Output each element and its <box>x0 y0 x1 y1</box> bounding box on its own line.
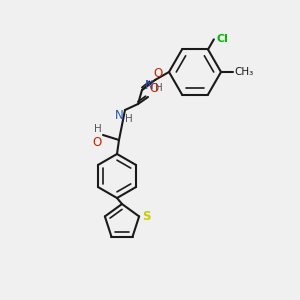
Text: H: H <box>94 124 102 134</box>
Text: S: S <box>142 210 151 223</box>
Text: O: O <box>149 82 158 95</box>
Text: H: H <box>155 83 163 93</box>
Text: O: O <box>153 67 162 80</box>
Text: CH₃: CH₃ <box>235 67 254 77</box>
Text: Cl: Cl <box>217 34 229 44</box>
Text: N: N <box>115 109 124 122</box>
Text: H: H <box>125 114 133 124</box>
Text: N: N <box>145 79 154 92</box>
Text: O: O <box>93 136 102 149</box>
